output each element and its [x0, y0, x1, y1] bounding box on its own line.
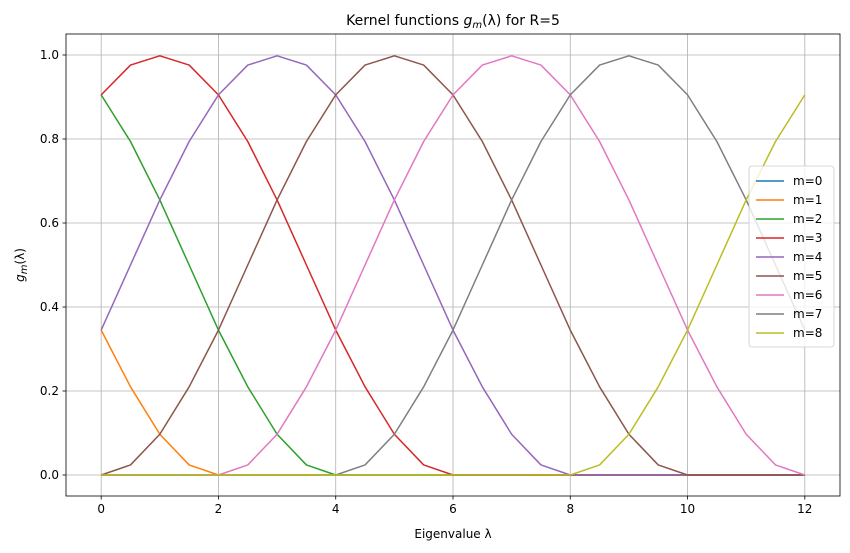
series-line-m8 — [101, 94, 806, 476]
chart-title-prefix: Kernel functions — [346, 13, 463, 29]
legend-label: m=0 — [793, 174, 822, 188]
chart-title-suffix: for R=5 — [501, 13, 560, 29]
x-tick-label: 6 — [449, 502, 457, 516]
y-tick-label: 0.2 — [40, 384, 59, 398]
grid — [66, 34, 840, 496]
y-tick-label: 1.0 — [40, 48, 59, 62]
legend-label: m=2 — [793, 212, 822, 226]
y-axis-title-sub: m — [19, 264, 30, 274]
legend-label: m=4 — [793, 250, 822, 264]
chart-title-math-arg: (λ) — [482, 13, 501, 29]
x-tick-label: 10 — [680, 502, 695, 516]
chart-title-math-sub: m — [472, 20, 482, 31]
chart-title-math-base: g — [464, 13, 473, 29]
y-tick-label: 0.4 — [40, 300, 59, 314]
legend-label: m=1 — [793, 193, 822, 207]
y-tick-label: 0.6 — [40, 216, 59, 230]
y-axis-title: gm(λ) — [13, 248, 30, 282]
legend: m=0 m=1 m=2 m=3 m=4 m=5 m=6 m=7 m=8 — [748, 165, 835, 348]
x-tick-label: 8 — [566, 502, 574, 516]
legend-frame — [748, 165, 835, 348]
ticks: 0 2 4 6 8 10 12 0.0 0.2 0.4 0.6 0.8 1.0 — [40, 48, 813, 516]
legend-label: m=3 — [793, 231, 822, 245]
y-axis-title-arg: (λ) — [13, 248, 27, 264]
x-tick-label: 4 — [332, 502, 340, 516]
x-tick-label: 12 — [797, 502, 812, 516]
legend-label: m=8 — [793, 326, 822, 340]
y-tick-label: 0.8 — [40, 132, 59, 146]
legend-label: m=5 — [793, 269, 822, 283]
legend-label: m=6 — [793, 288, 822, 302]
y-tick-label: 0.0 — [40, 468, 59, 482]
series-lines — [100, 55, 806, 476]
x-tick-label: 0 — [97, 502, 105, 516]
y-axis-title-base: g — [13, 274, 27, 282]
legend-label: m=7 — [793, 307, 822, 321]
x-tick-label: 2 — [215, 502, 223, 516]
chart-title: Kernel functions gm(λ) for R=5 — [346, 13, 560, 31]
x-axis-title: Eigenvalue λ — [414, 527, 491, 541]
